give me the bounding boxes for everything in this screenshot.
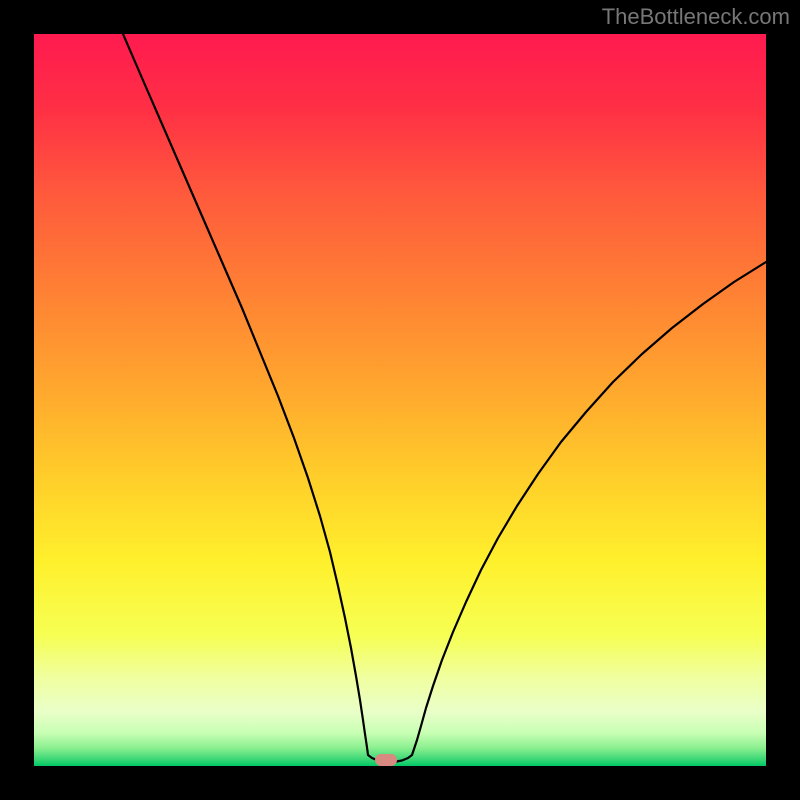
- watermark-text: TheBottleneck.com: [602, 4, 790, 30]
- gradient-background: [34, 34, 766, 766]
- minimum-marker: [375, 754, 397, 766]
- plot-svg: [34, 34, 766, 766]
- plot-area: [34, 34, 766, 766]
